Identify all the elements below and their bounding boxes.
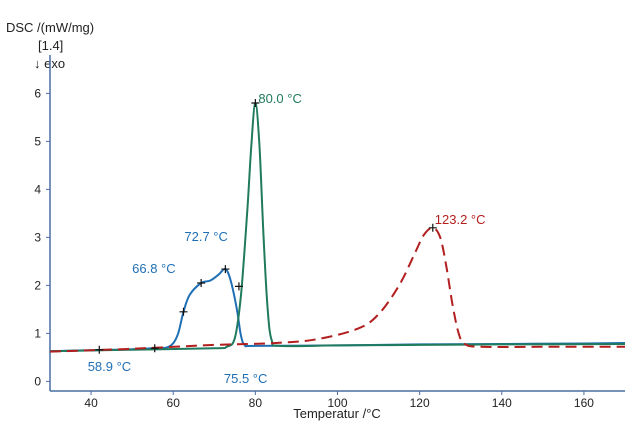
x-tick-label: 120 — [410, 396, 430, 410]
peak-marker — [197, 279, 206, 287]
peak-temperature-label: 75.5 °C — [224, 371, 268, 386]
peak-temperature-label: 80.0 °C — [258, 91, 302, 106]
peak-temperature-label: 72.7 °C — [184, 229, 228, 244]
peak-marker — [234, 282, 243, 291]
x-tick-label: 160 — [574, 396, 594, 410]
x-tick-label: 80 — [249, 396, 263, 410]
peak-marker — [150, 344, 159, 353]
x-tick-label: 40 — [84, 396, 98, 410]
peak-marker — [428, 223, 437, 232]
peak-marker — [95, 345, 104, 354]
y-tick-label: 1 — [34, 326, 41, 340]
x-axis-title: Temperatur /°C — [293, 406, 381, 421]
x-tick-label: 100 — [327, 396, 347, 410]
y-tick-label: 5 — [34, 134, 41, 148]
series-line-1 — [49, 267, 626, 353]
y-tick-label: 4 — [34, 182, 41, 196]
y-tick-label: 2 — [34, 278, 41, 292]
series-line-2 — [49, 102, 626, 353]
y-tick-label: 3 — [34, 230, 41, 244]
peak-temperature-label: 66.8 °C — [132, 261, 176, 276]
x-tick-label: 60 — [167, 396, 181, 410]
y-tick-label: 0 — [34, 374, 41, 388]
curve-id-label: [1.4] — [38, 38, 63, 53]
series-layer — [49, 102, 626, 353]
axis-ticks: 40 60 80 100 120 140 160 0 1 2 3 4 5 6 — [34, 86, 594, 410]
marker-layer — [95, 99, 437, 354]
peak-marker — [179, 307, 188, 316]
series-line-3 — [49, 226, 625, 353]
peak-marker — [251, 99, 260, 107]
peak-temperature-label: 123.2 °C — [435, 212, 486, 227]
x-tick-label: 140 — [492, 396, 512, 410]
y-axis-title: DSC /(mW/mg) — [6, 20, 94, 35]
peak-temperature-label: 58.9 °C — [88, 359, 132, 374]
y-tick-label: 6 — [34, 86, 41, 100]
peak-marker — [221, 265, 230, 274]
annotation-layer: 80.0 °C 123.2 °C 72.7 °C 66.8 °C 58.9 °C 75.5… — [88, 91, 486, 386]
